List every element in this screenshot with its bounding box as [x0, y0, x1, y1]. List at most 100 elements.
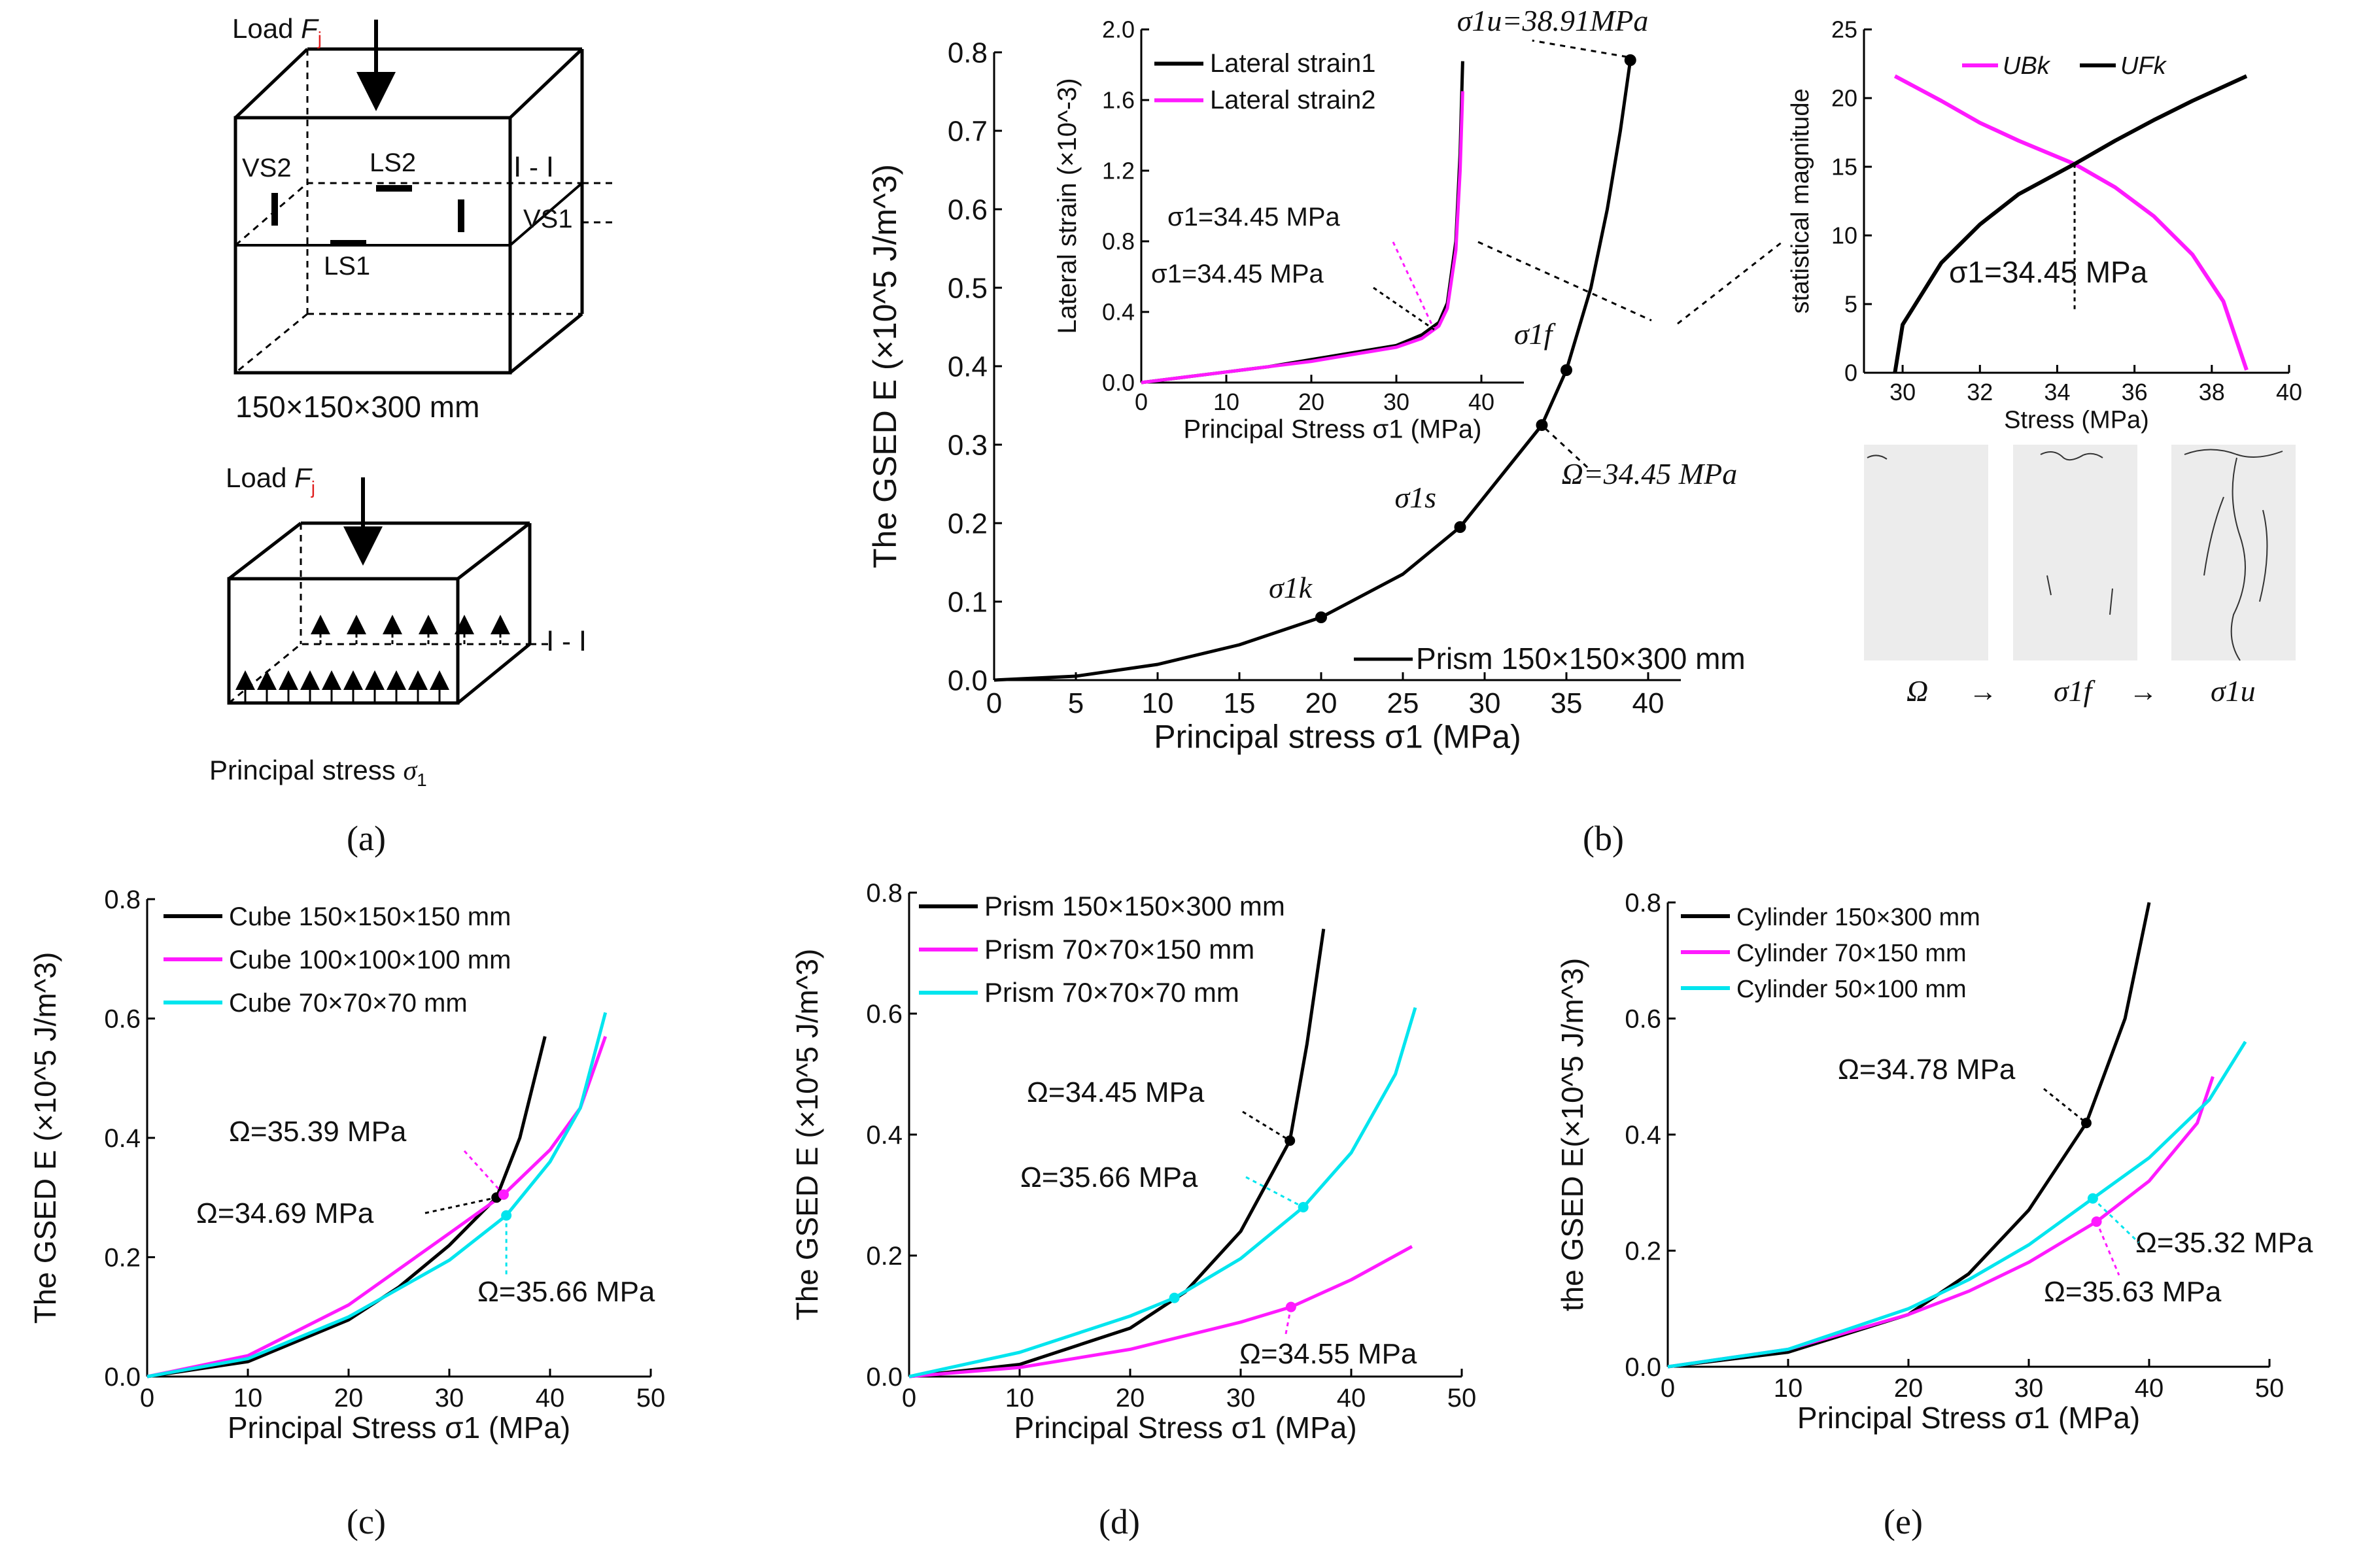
- y-tick-label: 10: [1831, 222, 1857, 249]
- gauge-ls1: LS1: [324, 252, 370, 281]
- annotation: σ1=34.45 MPa: [1949, 255, 2148, 289]
- legend-label: Cube 70×70×70 mm: [229, 989, 468, 1018]
- panel-label-c: (c): [347, 1502, 386, 1541]
- y-tick-label: 0.3: [948, 429, 988, 461]
- y-tick-label: 1.6: [1102, 87, 1135, 114]
- series-line-1: [1667, 1076, 2215, 1369]
- x-tick-label: 32: [1967, 379, 1993, 405]
- y-tick-label: 0.4: [104, 1124, 141, 1153]
- y-tick-label: 0.6: [866, 1000, 903, 1029]
- marker-label: σ1k: [1269, 571, 1313, 604]
- x-tick-label: 30: [1469, 687, 1501, 719]
- x-tick-label: 5: [1068, 687, 1084, 719]
- load-label: Load Fj: [232, 13, 322, 48]
- legend-label: Prism 70×70×150 mm: [984, 934, 1254, 965]
- annotation: Ω=34.45 MPa: [1027, 1076, 1205, 1108]
- cube-section-line: [235, 182, 583, 247]
- stress-label: Principal stress σ1: [209, 755, 427, 790]
- y-tick-label: 0.2: [948, 507, 988, 540]
- crack-photo-sigma1f: [2013, 445, 2137, 660]
- x-tick-label: 20: [1116, 1384, 1145, 1413]
- legend-label: Cube 100×100×100 mm: [229, 946, 511, 974]
- legend-label: Prism 70×70×70 mm: [984, 977, 1239, 1008]
- series-line-2: [908, 1007, 1417, 1379]
- legend-label: UFk: [2120, 52, 2167, 80]
- x-tick-label: 30: [435, 1384, 464, 1413]
- chart-cube-gsed: 0 10 20 30 40 50 0.0 0.2 0.4 0.6 0.8 Principal Stre…: [28, 885, 665, 1445]
- stress-arrows: [235, 615, 510, 702]
- x-tick-label: 0: [902, 1384, 916, 1413]
- gauge-vs2: VS2: [242, 154, 292, 182]
- marker-label: σ1s: [1395, 481, 1437, 514]
- y-tick-label: 0.0: [1102, 369, 1135, 396]
- series-line-0: [908, 929, 1326, 1379]
- x-tick-label: 36: [2122, 379, 2148, 405]
- x-tick-label: 30: [1226, 1384, 1256, 1413]
- x-tick-label: 35: [1551, 687, 1583, 719]
- annotation-leader: [2092, 1197, 2140, 1244]
- annotation-leader: [463, 1150, 505, 1195]
- marker-label: σ1u=38.91MPa: [1457, 4, 1649, 37]
- y-tick-label: 15: [1831, 154, 1857, 180]
- x-tick-label: 20: [1894, 1374, 1923, 1403]
- legend-label: Lateral strain2: [1210, 86, 1375, 114]
- annotation: Ω=35.66 MPa: [477, 1276, 655, 1308]
- y-tick-label: 0.7: [948, 115, 988, 147]
- x-tick-label: 0: [1135, 388, 1148, 415]
- chart-lateral-strain: 0 10 20 30 40 0.0 0.4 0.8 1.2 1.6 2.0 Principal Str…: [1053, 16, 1524, 444]
- chart-cylinder-gsed: 0 10 20 30 40 50 0.0 0.2 0.4 0.6 0.8 Principal Stre…: [1555, 889, 2313, 1435]
- x-tick-label: 40: [2135, 1374, 2164, 1403]
- curve-marker: [1315, 611, 1327, 623]
- y-tick-label: 0.4: [866, 1121, 903, 1150]
- y-tick-label: 5: [1844, 291, 1857, 318]
- y-tick-label: 0.4: [1625, 1121, 1661, 1150]
- x-tick-label: 30: [2014, 1374, 2044, 1403]
- x-tick-label: 15: [1224, 687, 1256, 719]
- x-tick-label: 50: [636, 1384, 666, 1413]
- legend-label: Cylinder 70×150 mm: [1736, 940, 1967, 967]
- series-line-2: [1667, 1040, 2247, 1369]
- x-axis-title: Principal Stress σ1 (MPa): [228, 1411, 570, 1445]
- legend-label: UBk: [2003, 52, 2051, 80]
- x-tick-label: 10: [1005, 1384, 1035, 1413]
- y-tick-label: 0.5: [948, 272, 988, 304]
- curve-marker: [1624, 54, 1636, 66]
- x-axis-title: Principal stress σ1 (MPa): [1154, 718, 1521, 755]
- y-axis-title: Lateral strain (×10^-3): [1053, 78, 1082, 334]
- annotation-leader: [1284, 1307, 1292, 1338]
- annotation: Ω=35.63 MPa: [2044, 1276, 2222, 1308]
- x-tick-label: 10: [1142, 687, 1174, 719]
- section-label-top: Ⅰ - Ⅰ: [513, 152, 554, 182]
- gauge-vs1: VS1: [523, 205, 573, 233]
- x-tick-label: 50: [1447, 1384, 1477, 1413]
- section-load-label: Load Fj: [226, 462, 315, 498]
- x-tick-label: 40: [2276, 379, 2302, 405]
- marker-label: Ω=34.45 MPa: [1562, 457, 1738, 490]
- crack-arrow-2: →: [2129, 676, 2158, 708]
- y-tick-label: 0.0: [866, 1363, 903, 1392]
- panel-b: 0 5 10 15 20 25 30 35 40 0.0 0.1 0.2 0.3 0.4 0.5 0.6 0.7…: [867, 4, 2302, 858]
- x-tick-label: 40: [1632, 687, 1664, 719]
- series-line-1: [908, 1244, 1413, 1379]
- y-axis-title: The GSED E (×10^5 J/m^3): [28, 952, 62, 1324]
- legend-label: Prism 150×150×300 mm: [984, 891, 1285, 921]
- x-tick-label: 25: [1387, 687, 1419, 719]
- x-tick-label: 34: [2044, 379, 2070, 405]
- y-tick-label: 0.6: [104, 1005, 141, 1034]
- legend-label: Lateral strain1: [1210, 49, 1375, 78]
- y-tick-label: 0.8: [948, 37, 988, 69]
- sigma1u-leader: [1532, 39, 1628, 58]
- y-axis-title: statistical magnitude: [1787, 88, 1814, 313]
- y-tick-label: 0.0: [104, 1363, 141, 1392]
- y-tick-label: 0.8: [1102, 228, 1135, 255]
- crack-photo-omega: [1864, 445, 1988, 660]
- section-block: [227, 521, 532, 705]
- series-line-1: [1141, 91, 1464, 385]
- y-tick-label: 0.8: [1625, 889, 1661, 917]
- chart-statistical-magnitude: 30 32 34 36 38 40 0 5 10 15 20 25 Stress (MPa) statis…: [1787, 16, 2302, 434]
- x-tick-label: 20: [1298, 388, 1324, 415]
- y-axis-title: The GSED E (×10^5 J/m^3): [790, 949, 824, 1321]
- x-tick-label: 40: [1337, 1384, 1366, 1413]
- annotation: Ω=35.39 MPa: [229, 1116, 407, 1148]
- curve-marker: [1536, 419, 1548, 431]
